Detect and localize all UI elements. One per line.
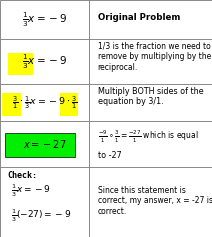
Text: 1/3 is the fraction we need to
remove by multiplying by the
reciprocal.: 1/3 is the fraction we need to remove by… [98,42,211,72]
Text: $\frac{3}{1}\cdot\frac{1}{3}x=-9\cdot\frac{3}{1}$: $\frac{3}{1}\cdot\frac{1}{3}x=-9\cdot\fr… [12,94,77,111]
Text: $\frac{1}{3}x=-9$: $\frac{1}{3}x=-9$ [11,182,50,199]
Text: Original Problem: Original Problem [98,13,180,22]
Bar [5,133,75,157]
Text: Check:: Check: [7,171,38,180]
Text: $\frac{1}{3}x=-9$: $\frac{1}{3}x=-9$ [22,52,67,71]
Text: $\frac{-9}{1}\circ\frac{3}{1}=\frac{-27}{1}$ which is equal: $\frac{-9}{1}\circ\frac{3}{1}=\frac{-27}… [98,128,198,145]
Text: $\frac{1}{3}(-27)=-9$: $\frac{1}{3}(-27)=-9$ [11,207,71,224]
Text: Multiply BOTH sides of the
equation by 3/1.: Multiply BOTH sides of the equation by 3… [98,87,203,106]
Text: to -27: to -27 [98,151,121,160]
Text: $x=-27$: $x=-27$ [23,138,66,150]
Bar [60,93,78,116]
Bar [2,93,21,116]
Text: Since this statement is
correct, my answer, x = -27 is
correct.: Since this statement is correct, my answ… [98,186,212,216]
Text: $\frac{1}{3}x=-9$: $\frac{1}{3}x=-9$ [22,10,67,29]
Bar [8,53,33,75]
